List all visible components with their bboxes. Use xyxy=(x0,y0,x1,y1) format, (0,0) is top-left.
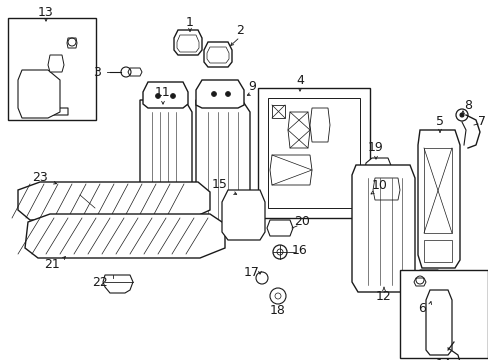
Bar xyxy=(423,148,451,233)
Text: 12: 12 xyxy=(375,289,391,302)
Circle shape xyxy=(459,113,463,117)
Polygon shape xyxy=(174,30,202,55)
Bar xyxy=(267,98,359,208)
Text: 6: 6 xyxy=(417,301,425,315)
Polygon shape xyxy=(25,214,224,258)
Text: 3: 3 xyxy=(93,66,101,78)
Text: 5: 5 xyxy=(435,116,443,129)
Text: 1: 1 xyxy=(185,15,194,28)
Polygon shape xyxy=(18,70,60,118)
Polygon shape xyxy=(67,38,77,48)
Polygon shape xyxy=(222,190,264,240)
Circle shape xyxy=(170,94,175,99)
Bar xyxy=(8,18,96,120)
Text: 9: 9 xyxy=(247,80,255,93)
Text: 11: 11 xyxy=(155,86,170,99)
Polygon shape xyxy=(196,80,244,108)
Polygon shape xyxy=(266,220,292,236)
Text: 4: 4 xyxy=(295,73,304,86)
Polygon shape xyxy=(425,290,451,355)
Polygon shape xyxy=(203,42,231,67)
Bar xyxy=(423,240,451,262)
Polygon shape xyxy=(353,190,381,220)
Text: 16: 16 xyxy=(291,243,307,256)
Polygon shape xyxy=(417,130,459,268)
Circle shape xyxy=(225,91,230,96)
Text: 18: 18 xyxy=(269,303,285,316)
Text: 17: 17 xyxy=(244,265,260,279)
Text: 2: 2 xyxy=(236,23,244,36)
Polygon shape xyxy=(414,270,444,300)
Text: 14: 14 xyxy=(435,357,451,360)
Text: 13: 13 xyxy=(38,6,54,19)
Polygon shape xyxy=(351,165,414,292)
Circle shape xyxy=(211,91,216,96)
Polygon shape xyxy=(363,158,391,188)
Text: 7: 7 xyxy=(477,116,485,129)
Polygon shape xyxy=(413,278,425,286)
Bar xyxy=(399,270,487,358)
Text: 20: 20 xyxy=(293,216,309,229)
Polygon shape xyxy=(128,68,142,76)
Text: 15: 15 xyxy=(212,179,227,192)
Polygon shape xyxy=(18,182,209,220)
Text: 23: 23 xyxy=(32,171,48,184)
Polygon shape xyxy=(140,100,192,228)
Circle shape xyxy=(155,94,160,99)
Text: 8: 8 xyxy=(463,99,471,112)
Text: 22: 22 xyxy=(92,275,108,288)
Polygon shape xyxy=(142,82,187,108)
Bar xyxy=(258,88,369,218)
Polygon shape xyxy=(103,275,133,293)
Text: 21: 21 xyxy=(44,257,60,270)
Polygon shape xyxy=(48,55,64,72)
Text: 10: 10 xyxy=(371,180,387,193)
Polygon shape xyxy=(196,100,249,228)
Text: 19: 19 xyxy=(367,141,383,154)
